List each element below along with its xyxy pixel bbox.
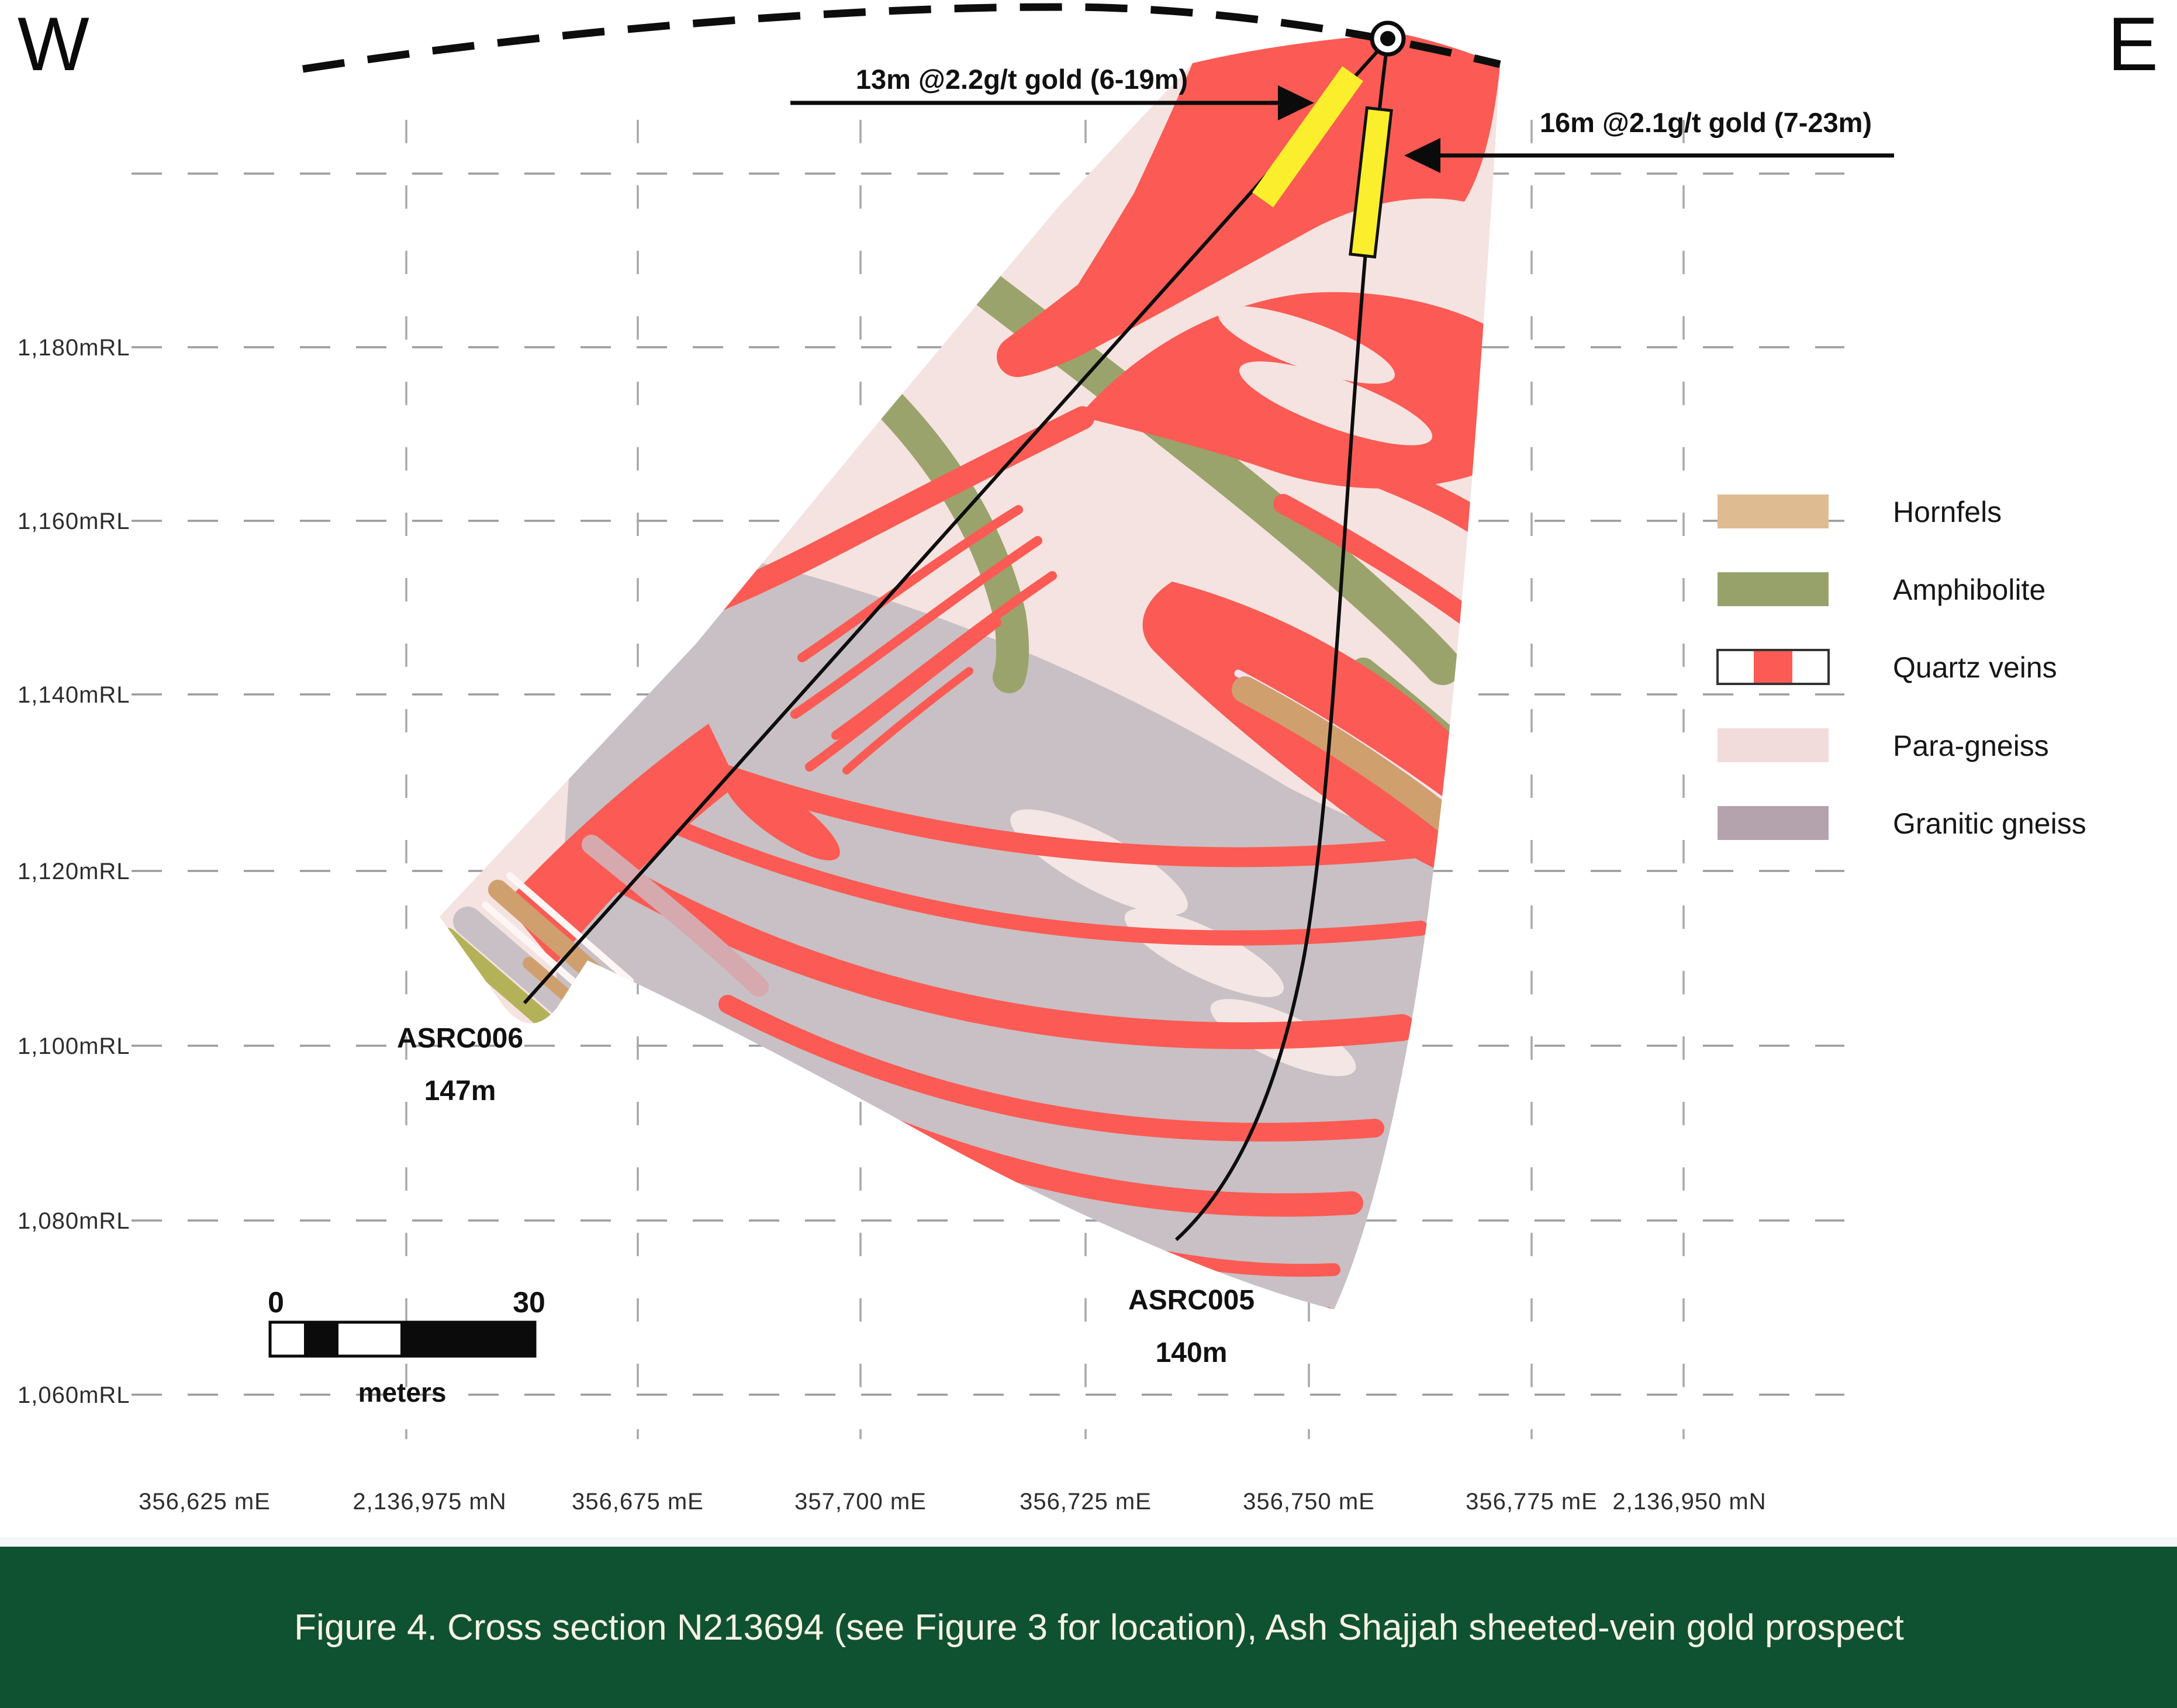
drillhole-depth-asrc005: 140m <box>1156 1337 1228 1368</box>
legend-item-amphibolite: Amphibolite <box>1718 572 2045 606</box>
drillhole-labels: ASRC006 147m ASRC005 140m <box>397 1023 1255 1368</box>
legend-label: Amphibolite <box>1893 573 2045 606</box>
annotation-intercept-asrc005: 16m @2.1g/t gold (7-23m) <box>1404 107 1894 173</box>
drillhole-asrc005-trace <box>1174 39 1390 1242</box>
legend: Hornfels Amphibolite Quartz veins Para-g… <box>1716 495 2086 840</box>
x-tick-label: 2,136,975 mN <box>353 1489 506 1515</box>
compass-west-label: W <box>18 1 89 87</box>
legend-swatch-hornfels <box>1718 495 1829 528</box>
legend-label: Quartz veins <box>1893 651 2057 684</box>
caption-bar: Figure 4. Cross section N213694 (see Fig… <box>0 1537 2177 1708</box>
x-tick-label: 356,775 mE <box>1466 1489 1598 1515</box>
legend-label: Granitic gneiss <box>1893 807 2086 840</box>
x-tick-label: 356,625 mE <box>139 1489 271 1515</box>
y-tick-label: 1,120mRL <box>18 859 130 884</box>
annotation-text: 13m @2.2g/t gold (6-19m) <box>856 64 1188 95</box>
caption-bar-top-strip <box>0 1537 2177 1547</box>
scale-end-label: 30 <box>513 1286 545 1319</box>
legend-label: Para-gneiss <box>1893 729 2049 762</box>
x-tick-label: 356,750 mE <box>1243 1489 1375 1515</box>
legend-swatch-amphibolite <box>1718 572 1829 606</box>
figure-caption: Figure 4. Cross section N213694 (see Fig… <box>294 1607 1904 1648</box>
y-tick-label: 1,080mRL <box>18 1208 130 1234</box>
annotation-intercept-asrc006: 13m @2.2g/t gold (6-19m) <box>790 64 1314 120</box>
y-tick-label: 1,180mRL <box>18 335 130 361</box>
x-tick-label: 357,700 mE <box>794 1489 927 1515</box>
annotation-text: 16m @2.1g/t gold (7-23m) <box>1540 107 1872 138</box>
legend-item-granitic-gneiss: Granitic gneiss <box>1718 806 2086 840</box>
scale-bar-segment <box>400 1322 535 1356</box>
y-tick-label: 1,160mRL <box>18 509 130 534</box>
x-tick-label: 2,136,950 mN <box>1612 1489 1766 1515</box>
quartz-vein-toe-mass <box>505 724 738 964</box>
compass-east-label: E <box>2107 1 2158 87</box>
y-tick-label: 1,100mRL <box>18 1033 130 1059</box>
caption-bar-background <box>0 1547 2177 1708</box>
y-axis-labels: 1,180mRL 1,160mRL 1,140mRL 1,120mRL 1,10… <box>18 335 130 1408</box>
scale-bar: 0 30 meters <box>268 1286 545 1408</box>
topography-dashed-line <box>302 3 1501 73</box>
gold-intercept-highlight-asrc006 <box>1252 66 1363 208</box>
x-tick-label: 356,725 mE <box>1020 1489 1152 1515</box>
x-axis-labels: 356,625 mE 2,136,975 mN 356,675 mE 357,7… <box>139 1489 1766 1515</box>
y-tick-label: 1,060mRL <box>18 1382 130 1408</box>
geology-section <box>440 34 1500 1309</box>
y-tick-label: 1,140mRL <box>18 682 130 708</box>
legend-swatch-granitic-gneiss <box>1718 806 1829 840</box>
drillhole-asrc006-trace <box>523 38 1390 1005</box>
legend-item-hornfels: Hornfels <box>1718 495 2002 528</box>
scale-start-label: 0 <box>268 1286 284 1319</box>
gold-intercept-highlight-asrc005 <box>1349 106 1393 259</box>
drillhole-name-asrc005: ASRC005 <box>1128 1285 1255 1316</box>
legend-swatch-quartz-stripe <box>1754 651 1792 683</box>
arrow-right-icon <box>1278 85 1314 120</box>
legend-item-quartz-veins: Quartz veins <box>1716 649 2057 685</box>
drillhole-depth-asrc006: 147m <box>424 1076 496 1107</box>
drill-collar-symbol <box>1370 20 1406 57</box>
drillhole-name-asrc006: ASRC006 <box>397 1023 523 1054</box>
legend-swatch-para-gneiss <box>1718 728 1829 762</box>
scale-unit-label: meters <box>358 1377 447 1408</box>
x-tick-label: 356,675 mE <box>572 1489 704 1515</box>
legend-item-para-gneiss: Para-gneiss <box>1718 728 2049 762</box>
arrow-left-icon <box>1404 138 1440 173</box>
legend-label: Hornfels <box>1893 496 2002 528</box>
scale-bar-segment <box>304 1322 338 1356</box>
